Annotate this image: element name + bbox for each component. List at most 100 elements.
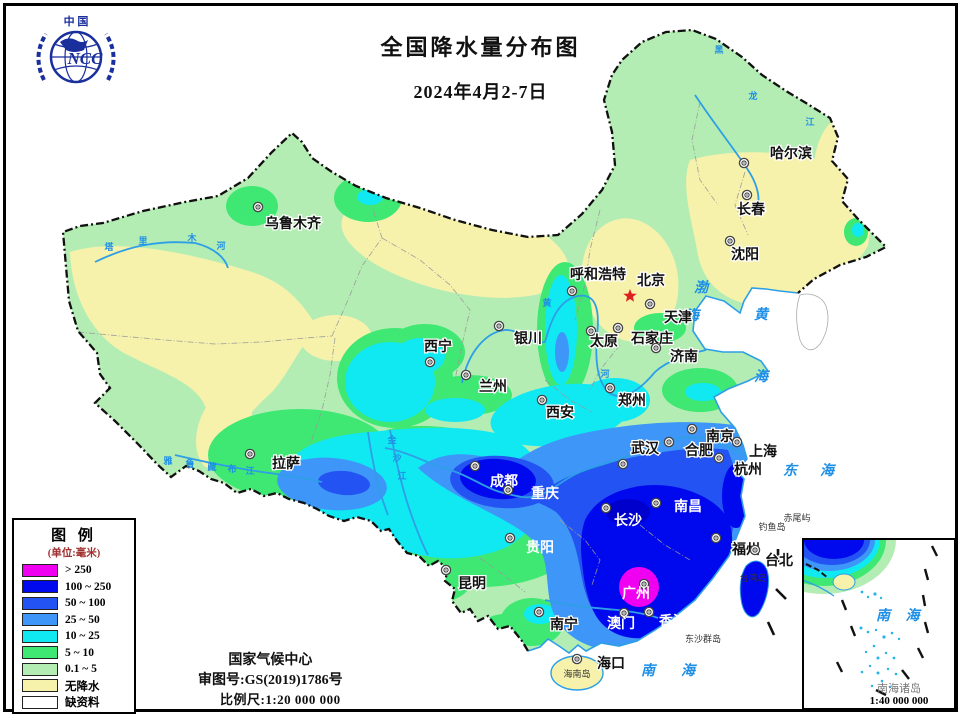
sea-label: 海 (685, 307, 702, 324)
sea-label: 南 (641, 662, 658, 679)
legend-row: 25 ~ 50 (14, 612, 134, 629)
city-label: 石家庄 (630, 330, 673, 347)
south-china-sea-inset: 南 海 南海诸岛 1:40 000 000 (752, 486, 956, 710)
river-label: 布 (226, 463, 236, 474)
city-label: 长春 (737, 201, 766, 218)
city-label: 济南 (670, 348, 698, 365)
legend-label: 25 ~ 50 (65, 613, 100, 626)
logo-top-text: 中 国 (64, 14, 89, 28)
city-label: 南宁 (550, 616, 578, 633)
legend-swatch (22, 695, 58, 709)
river-label: 龙 (747, 90, 757, 101)
city-label: 上海 (749, 443, 777, 460)
island-label: 东沙群岛 (685, 633, 721, 644)
river-labels: 黑龙江塔里 木河黄河金沙江雅鲁藏布江 (104, 45, 814, 481)
river-label: 黑 (714, 45, 723, 55)
city-label: 沈阳 (731, 246, 759, 263)
city-label: 广州 (622, 585, 650, 602)
river-label: 江 (805, 116, 814, 127)
city-label: 哈尔滨 (770, 145, 812, 162)
city-label: 重庆 (531, 485, 559, 502)
date-range: 2024年4月2-7日 (413, 82, 548, 102)
city-label: 北京 (637, 272, 665, 289)
city-label: 银川 (514, 330, 542, 347)
inset-coast (752, 486, 896, 597)
legend-label: 5 ~ 10 (65, 646, 94, 659)
legend-swatch (22, 679, 58, 693)
city-label: 南京 (706, 428, 734, 445)
org-name: 国家气候中心 (228, 653, 313, 668)
approval-number: 审图号:GS(2019)1786号 (198, 673, 343, 688)
legend-label: 50 ~ 100 (65, 597, 106, 610)
legend-swatch (22, 596, 58, 610)
rivers (94, 94, 760, 619)
sea-label: 海 (754, 368, 771, 385)
city-label: 合肥 (685, 442, 713, 459)
legend-row: 10 ~ 25 (14, 628, 134, 645)
map-frame (3, 3, 958, 712)
river-label: 金 (386, 434, 397, 445)
legend-row: 50 ~ 100 (14, 595, 134, 612)
city-label: 拉萨 (272, 455, 300, 472)
river-label: 沙 (392, 453, 401, 463)
city-label: 天津 (664, 309, 692, 326)
taiwan-island (739, 560, 770, 618)
island-label: 钓鱼岛 (758, 521, 785, 532)
river-label: 雅 (162, 455, 172, 466)
river-label: 黄 (542, 297, 551, 308)
city-label: 香港 (658, 613, 688, 630)
legend-row: 无降水 (14, 678, 134, 695)
logo-abbr: NCC (67, 49, 104, 68)
river-label: 塔 (104, 241, 114, 252)
legend-row: > 250 (14, 562, 134, 579)
river-label: 藏 (207, 461, 216, 472)
legend-row: 100 ~ 250 (14, 579, 134, 596)
city-label: 海口 (597, 655, 625, 672)
legend-swatch (22, 629, 58, 643)
sea-label: 黄 (754, 306, 770, 323)
legend-swatch (22, 563, 58, 577)
city-label: 西安 (546, 404, 574, 421)
river-label: 木 (186, 232, 197, 243)
island-label: 赤尾屿 (783, 513, 810, 523)
page-title: 全国降水量分布图 (380, 35, 581, 60)
sea-label: 海 (681, 662, 698, 679)
legend-row: 缺资料 (14, 694, 134, 711)
map-scale: 比例尺:1:20 000 000 (220, 692, 341, 707)
sea-label: 海 (820, 462, 837, 479)
legend-swatch (22, 662, 58, 676)
legend-label: 100 ~ 250 (65, 580, 112, 593)
national-border (61, 28, 888, 652)
island-label: 台湾岛 (739, 572, 766, 583)
inset-islands (859, 590, 901, 689)
river-label: 河 (216, 240, 225, 251)
city-label: 长沙 (614, 512, 642, 529)
legend-row: 0.1 ~ 5 (14, 661, 134, 678)
legend-label: 缺资料 (65, 697, 100, 710)
city-label: 太原 (590, 333, 618, 350)
legend-swatch (22, 580, 58, 594)
sea-label: 渤 (694, 279, 710, 296)
city-label: 昆明 (458, 576, 486, 592)
river-label: 鲁 (185, 458, 194, 469)
legend-label: > 250 (65, 564, 92, 577)
city-label: 乌鲁木齐 (265, 215, 322, 232)
inset-caption: 南海诸岛 (877, 681, 921, 695)
legend-swatch (22, 613, 58, 627)
legend-label: 0.1 ~ 5 (65, 663, 97, 676)
city-label: 南昌 (674, 498, 702, 515)
city-label: 武汉 (631, 440, 660, 457)
legend-title: 图 例 (51, 528, 97, 544)
logo-wreath-left (36, 32, 48, 81)
province-borders (77, 101, 749, 593)
city-label: 兰州 (479, 378, 507, 395)
city-label: 澳门 (607, 615, 635, 632)
legend-box: 图 例 (单位:毫米) > 250 100 ~ 250 50 ~ 100 25 ~ 5… (12, 518, 136, 714)
legend-unit: (单位:毫米) (47, 548, 101, 559)
coastline (527, 287, 799, 655)
sea-label: 东 (783, 462, 799, 479)
